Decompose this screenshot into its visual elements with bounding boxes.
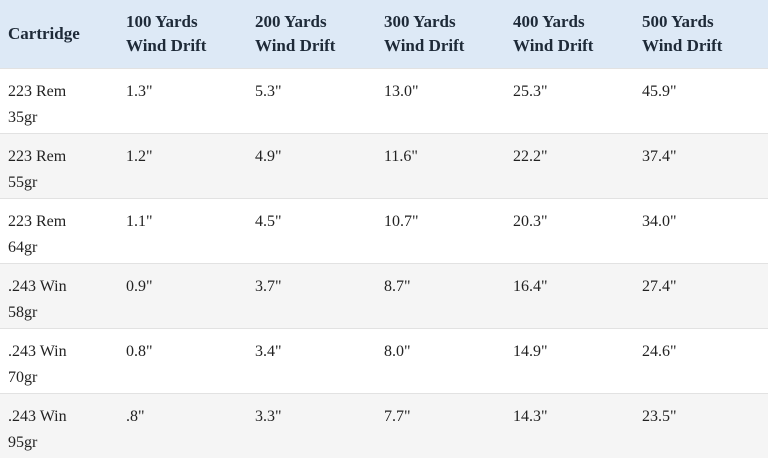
cell-text: 8.7" <box>384 277 411 295</box>
table-row: 223 Rem 64gr 1.1" 4.5" 10.7" 20.3" 34.0" <box>0 198 768 263</box>
header-text: 200 Yards Wind Drift <box>255 11 336 55</box>
drift-cell: 1.3" <box>118 68 247 133</box>
drift-cell: 25.3" <box>505 68 634 133</box>
drift-cell: 8.0" <box>376 328 505 393</box>
cell-text: 23.5" <box>642 407 677 425</box>
table-row: .243 Win 70gr 0.8" 3.4" 8.0" 14.9" 24.6" <box>0 328 768 393</box>
header-cell: 100 Yards Wind Drift <box>118 0 247 68</box>
header-cell: 300 Yards Wind Drift <box>376 0 505 68</box>
cartridge-cell: .243 Win 95gr <box>0 393 118 458</box>
cell-text: 27.4" <box>642 277 677 295</box>
cell-text: .8" <box>126 407 145 425</box>
cell-text: 3.4" <box>255 342 282 360</box>
table-row: 223 Rem 35gr 1.3" 5.3" 13.0" 25.3" 45.9" <box>0 68 768 133</box>
cell-text: 14.9" <box>513 342 548 360</box>
cell-text: 37.4" <box>642 147 677 165</box>
drift-cell: 1.2" <box>118 133 247 198</box>
cell-text: 11.6" <box>384 147 418 165</box>
cell-text: 223 Rem 64gr <box>8 212 67 256</box>
cell-text: 223 Rem 35gr <box>8 82 67 126</box>
header-text: 300 Yards Wind Drift <box>384 11 465 55</box>
header-cell: 400 Yards Wind Drift <box>505 0 634 68</box>
drift-cell: 3.3" <box>247 393 376 458</box>
cell-text: 22.2" <box>513 147 548 165</box>
cell-text: 13.0" <box>384 82 419 100</box>
header-text: 100 Yards Wind Drift <box>126 11 207 55</box>
table-row: .243 Win 58gr 0.9" 3.7" 8.7" 16.4" 27.4" <box>0 263 768 328</box>
cell-text: 20.3" <box>513 212 548 230</box>
cell-text: 14.3" <box>513 407 548 425</box>
cell-text: 24.6" <box>642 342 677 360</box>
header-text: 500 Yards Wind Drift <box>642 11 723 55</box>
cell-text: 3.7" <box>255 277 282 295</box>
cell-text: 0.8" <box>126 342 153 360</box>
cell-text: 1.3" <box>126 82 153 100</box>
cell-text: .243 Win 95gr <box>8 407 67 451</box>
drift-cell: 34.0" <box>634 198 768 263</box>
cell-text: 4.9" <box>255 147 282 165</box>
drift-cell: 37.4" <box>634 133 768 198</box>
cell-text: 1.1" <box>126 212 153 230</box>
cartridge-cell: 223 Rem 55gr <box>0 133 118 198</box>
drift-cell: 7.7" <box>376 393 505 458</box>
cell-text: .243 Win 70gr <box>8 342 67 386</box>
cell-text: 8.0" <box>384 342 411 360</box>
drift-cell: 4.9" <box>247 133 376 198</box>
cell-text: 45.9" <box>642 82 677 100</box>
cartridge-cell: 223 Rem 64gr <box>0 198 118 263</box>
cell-text: 5.3" <box>255 82 282 100</box>
header-cell: 200 Yards Wind Drift <box>247 0 376 68</box>
drift-cell: 13.0" <box>376 68 505 133</box>
cartridge-cell: .243 Win 70gr <box>0 328 118 393</box>
drift-cell: 3.4" <box>247 328 376 393</box>
header-cell: Cartridge <box>0 0 118 68</box>
drift-cell: 20.3" <box>505 198 634 263</box>
drift-cell: 16.4" <box>505 263 634 328</box>
drift-cell: 24.6" <box>634 328 768 393</box>
drift-cell: 8.7" <box>376 263 505 328</box>
drift-cell: 27.4" <box>634 263 768 328</box>
drift-cell: .8" <box>118 393 247 458</box>
cell-text: 1.2" <box>126 147 153 165</box>
table-header: Cartridge 100 Yards Wind Drift 200 Yards W… <box>0 0 768 68</box>
cell-text: 3.3" <box>255 407 282 425</box>
cartridge-cell: .243 Win 58gr <box>0 263 118 328</box>
drift-cell: 23.5" <box>634 393 768 458</box>
table-body: 223 Rem 35gr 1.3" 5.3" 13.0" 25.3" 45.9" 223 R… <box>0 68 768 458</box>
cell-text: 0.9" <box>126 277 153 295</box>
drift-cell: 1.1" <box>118 198 247 263</box>
table-row: 223 Rem 55gr 1.2" 4.9" 11.6" 22.2" 37.4" <box>0 133 768 198</box>
header-text: Cartridge <box>8 23 80 43</box>
drift-cell: 3.7" <box>247 263 376 328</box>
cell-text: 25.3" <box>513 82 548 100</box>
drift-cell: 4.5" <box>247 198 376 263</box>
cartridge-cell: 223 Rem 35gr <box>0 68 118 133</box>
header-row: Cartridge 100 Yards Wind Drift 200 Yards W… <box>0 0 768 68</box>
cell-text: 7.7" <box>384 407 411 425</box>
cell-text: 16.4" <box>513 277 548 295</box>
drift-cell: 14.9" <box>505 328 634 393</box>
drift-cell: 5.3" <box>247 68 376 133</box>
drift-cell: 45.9" <box>634 68 768 133</box>
drift-cell: 0.8" <box>118 328 247 393</box>
drift-cell: 11.6" <box>376 133 505 198</box>
table-row: .243 Win 95gr .8" 3.3" 7.7" 14.3" 23.5" <box>0 393 768 458</box>
header-text: 400 Yards Wind Drift <box>513 11 594 55</box>
header-cell: 500 Yards Wind Drift <box>634 0 768 68</box>
drift-cell: 14.3" <box>505 393 634 458</box>
cell-text: 10.7" <box>384 212 419 230</box>
cell-text: 34.0" <box>642 212 677 230</box>
cell-text: 4.5" <box>255 212 282 230</box>
drift-cell: 0.9" <box>118 263 247 328</box>
drift-cell: 10.7" <box>376 198 505 263</box>
cell-text: 223 Rem 55gr <box>8 147 67 191</box>
drift-cell: 22.2" <box>505 133 634 198</box>
cell-text: .243 Win 58gr <box>8 277 67 321</box>
